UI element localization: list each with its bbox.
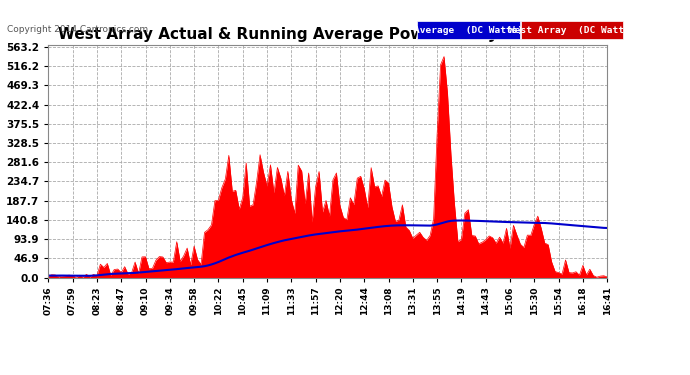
Text: Copyright 2014 Cartronics.com: Copyright 2014 Cartronics.com xyxy=(7,25,148,34)
Title: West Array Actual & Running Average Power Wed Jan 22 16:47: West Array Actual & Running Average Powe… xyxy=(58,27,598,42)
Text: Average  (DC Watts): Average (DC Watts) xyxy=(414,26,523,35)
Text: West Array  (DC Watts): West Array (DC Watts) xyxy=(509,26,635,35)
